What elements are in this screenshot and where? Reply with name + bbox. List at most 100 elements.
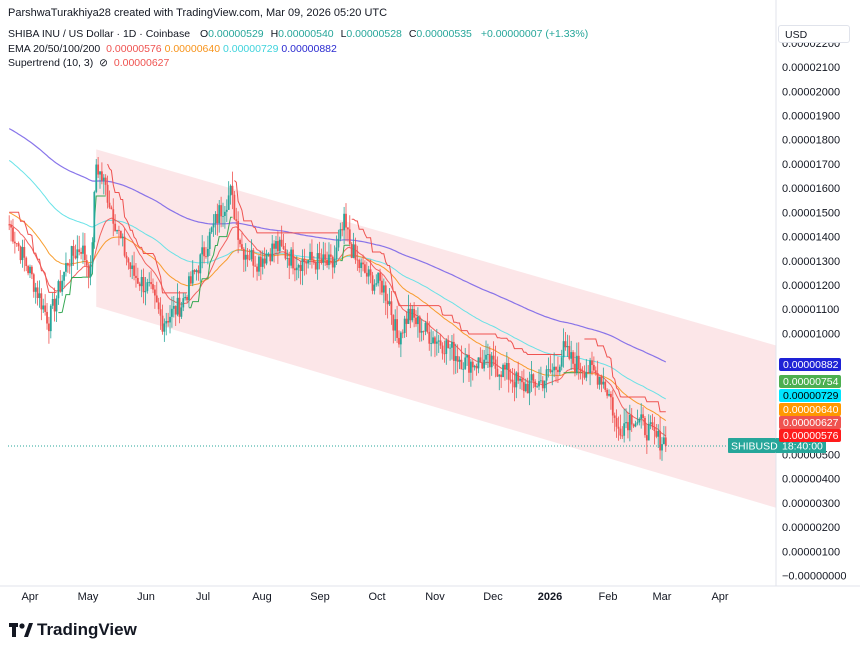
candle-body xyxy=(97,164,100,175)
candle-body xyxy=(163,323,166,332)
candle-body xyxy=(29,266,31,274)
candle-body xyxy=(13,241,16,244)
chart-legend: SHIBA INU / US Dollar · 1D · Coinbase O0… xyxy=(8,27,588,71)
candle-body xyxy=(519,378,521,381)
candle-body xyxy=(625,422,627,424)
candle-body xyxy=(424,322,427,332)
candle-body xyxy=(169,316,171,323)
candle-body xyxy=(364,264,366,273)
candle-body xyxy=(91,242,94,264)
candle-body xyxy=(371,275,374,291)
candle-body xyxy=(600,376,603,385)
candle-body xyxy=(530,374,533,381)
candle-body xyxy=(133,265,135,276)
price-tag-bg xyxy=(779,375,841,388)
candle-body xyxy=(551,370,554,373)
candle-body xyxy=(428,331,431,344)
time-axis[interactable]: Apr May Jun Jul Aug Sep Oct Nov Dec 2026 Feb Mar Apr xyxy=(0,585,860,603)
candle-body xyxy=(144,291,147,293)
candle-body xyxy=(184,296,187,299)
candle-body xyxy=(462,368,465,370)
candle-body xyxy=(95,164,98,192)
candle-body xyxy=(42,305,45,310)
candle-body xyxy=(498,374,501,377)
candle-body xyxy=(638,418,641,423)
candle-body xyxy=(494,359,497,369)
candle-body xyxy=(572,352,574,364)
price-axis[interactable]: 0.00002100 0.00002000 0.00001900 0.00001800… xyxy=(775,0,847,586)
supertrend-line xyxy=(9,211,57,293)
candle-body xyxy=(297,265,300,268)
candle-body xyxy=(282,245,285,250)
candle-body xyxy=(558,366,561,373)
candle-body xyxy=(356,259,359,261)
candle-body xyxy=(426,322,429,332)
price-tick-label: 0.00000400 xyxy=(782,474,840,486)
candle-body xyxy=(17,243,20,247)
supertrend-line xyxy=(188,216,233,309)
candle-body xyxy=(449,347,451,349)
price-tag-label: 0.00000627 xyxy=(783,417,839,429)
candle-body xyxy=(369,269,372,276)
candle-body xyxy=(229,185,232,196)
currency-selector[interactable]: USD xyxy=(778,25,850,43)
time-tick-label: Oct xyxy=(368,591,385,603)
candle-body xyxy=(483,359,486,369)
candle-body xyxy=(536,386,539,388)
supertrend-line xyxy=(234,180,339,234)
candle-body xyxy=(557,369,559,373)
plot-area[interactable] xyxy=(8,128,777,508)
candle-body xyxy=(661,444,663,451)
candle-body xyxy=(182,298,185,308)
candle-body xyxy=(420,331,423,333)
candle-body xyxy=(379,272,381,281)
candle-body xyxy=(346,227,349,230)
legend-symbol-row[interactable]: SHIBA INU / US Dollar · 1D · Coinbase O0… xyxy=(8,28,589,40)
candle-body xyxy=(456,356,459,362)
candle-body xyxy=(8,224,11,226)
price-tag-label: 0.00000640 xyxy=(783,404,839,416)
time-tick-label: May xyxy=(78,591,99,603)
candle-body xyxy=(83,245,86,261)
candle-body xyxy=(61,280,64,292)
candle-body xyxy=(628,414,631,431)
candle-body xyxy=(248,259,251,260)
candle-body xyxy=(93,191,96,243)
candle-body xyxy=(159,309,162,316)
candle-body xyxy=(490,355,493,368)
hidden-icon[interactable]: ⊘ xyxy=(99,57,108,69)
candle-body xyxy=(290,249,293,266)
candle-body xyxy=(299,265,302,272)
indicator-price-tag: 0.00000729 xyxy=(779,389,841,402)
candle-body xyxy=(396,319,398,338)
candle-body xyxy=(528,380,531,394)
price-tag-bg xyxy=(779,429,841,442)
candle-body xyxy=(242,248,245,260)
candle-body xyxy=(305,262,308,264)
candle-body xyxy=(608,393,610,396)
candle-body xyxy=(657,430,660,437)
time-tick-label: Jun xyxy=(137,591,155,603)
candle-body xyxy=(208,232,211,249)
candle-body xyxy=(101,171,103,181)
candle-body xyxy=(422,331,425,332)
candle-body xyxy=(524,383,527,392)
candle-body xyxy=(644,417,646,436)
price-tick-label: 0.00001900 xyxy=(782,110,840,122)
price-tick-label: 0.00000100 xyxy=(782,546,840,558)
candle-body xyxy=(34,287,37,292)
candle-body xyxy=(150,282,153,285)
candle-body xyxy=(539,380,542,382)
candle-body xyxy=(634,423,637,427)
ema100-line xyxy=(8,159,667,400)
supertrend-value: 0.00000627 xyxy=(113,57,170,69)
legend-ema-row[interactable]: EMA 20/50/100/200 0.00000576 0.00000640 … xyxy=(8,42,588,57)
candle-body xyxy=(594,370,597,374)
candle-body xyxy=(176,297,179,315)
legend-supertrend-row[interactable]: Supertrend (10, 3) ⊘ 0.00000627 xyxy=(8,56,588,71)
candle-body xyxy=(108,202,111,208)
candle-body xyxy=(140,277,143,287)
candle-body xyxy=(577,355,580,369)
candle-body xyxy=(591,360,593,365)
